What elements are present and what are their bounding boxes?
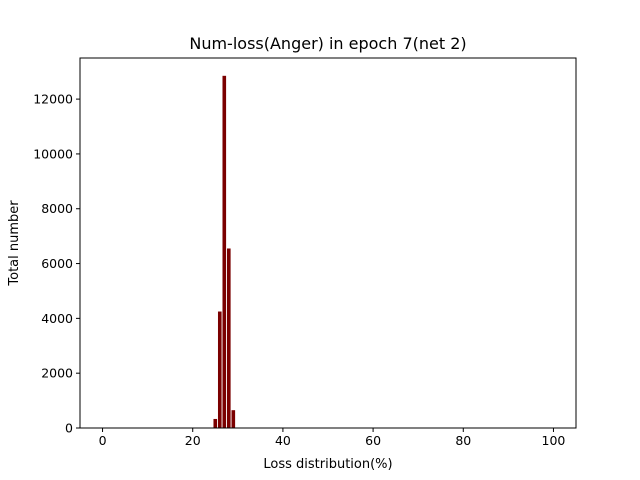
x-axis-ticks: 0 20 40 60 80 100	[99, 428, 566, 448]
x-tick-label: 100	[542, 433, 566, 448]
y-tick-label: 8000	[41, 201, 73, 216]
chart-title: Num-loss(Anger) in epoch 7(net 2)	[189, 34, 466, 53]
x-tick-label: 80	[455, 433, 471, 448]
x-axis-label: Loss distribution(%)	[263, 457, 392, 472]
x-tick-label: 20	[185, 433, 201, 448]
x-tick-label: 40	[275, 433, 291, 448]
bars-group	[213, 75, 236, 428]
y-tick-label: 10000	[33, 146, 73, 161]
y-tick-label: 0	[65, 421, 73, 436]
bar-28	[226, 248, 231, 428]
y-tick-label: 6000	[41, 256, 73, 271]
bar-25	[213, 418, 218, 428]
x-tick-label: 60	[365, 433, 381, 448]
plot-frame	[79, 57, 577, 429]
bar-26	[217, 311, 222, 428]
bar-27	[222, 75, 227, 428]
y-tick-label: 12000	[33, 92, 73, 107]
y-axis-label: Total number	[7, 200, 22, 287]
x-tick-label: 0	[99, 433, 107, 448]
y-axis-ticks: 0 2000 4000 6000 8000 10000 12000	[33, 92, 80, 436]
y-tick-label: 4000	[41, 311, 73, 326]
y-tick-label: 2000	[41, 366, 73, 381]
bar-29	[231, 410, 236, 428]
